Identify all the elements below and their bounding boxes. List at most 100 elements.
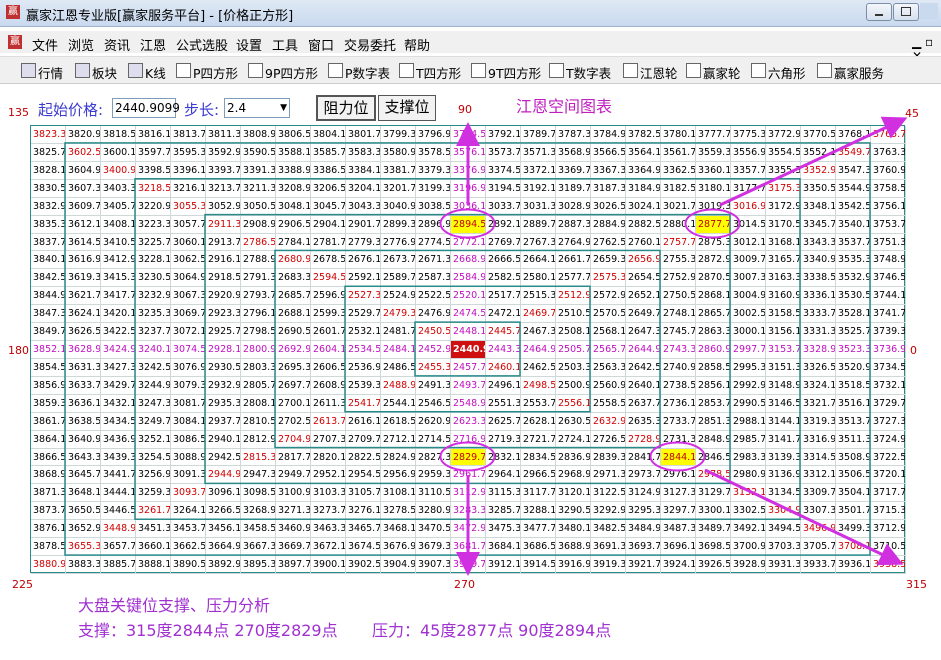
grid-cell: 3151.30 [766,358,801,377]
grid-cell: 2865.70 [696,305,731,324]
grid-cell: 3549.70 [836,143,871,162]
grid-cell: 3936.10 [836,556,871,574]
toolbar-item[interactable]: P四方形 [193,66,239,81]
grid-cell: 2719.30 [486,430,521,449]
step-select[interactable]: 2.4 ▼ [224,98,290,118]
grid-cell: 3571.30 [521,143,556,162]
grid-cell: 3931.30 [766,556,801,574]
grid-cell: 2990.50 [731,394,766,413]
menu-item[interactable]: 帮助 [404,39,431,54]
grid-cell: 2798.50 [241,323,276,342]
grid-cell: 2553.70 [521,394,556,413]
analysis-heading: 大盘关键位支撑、压力分析 [78,596,271,615]
grid-cell: 3220.90 [136,197,171,216]
grid-cell: 3511.30 [836,430,871,449]
grid-cell: 3110.50 [416,484,451,503]
menu-item[interactable]: 资讯 [104,39,131,54]
toolbar-item[interactable]: 赢家服务 [834,66,885,81]
grid-cell: 3141.70 [766,430,801,449]
menu-item[interactable]: 江恩 [140,39,167,54]
grid-cell: 3746.50 [871,269,906,288]
grid-cell: 3787.30 [556,126,591,144]
grid-cell: 3499.30 [836,520,871,539]
grid-cell: 3715.30 [871,502,906,521]
grid-cell: 3374.50 [486,161,521,180]
menu-item[interactable]: 工具 [272,39,299,54]
grid-cell: 2548.90 [451,394,486,413]
menu-item[interactable]: 交易委托 [344,39,397,54]
minimize-button[interactable] [866,3,892,21]
grid-cell: 2872.90 [696,251,731,270]
grid-cell: 3652.90 [66,520,101,539]
grid-cell: 3638.50 [66,412,101,431]
grid-cell: 3297.70 [661,502,696,521]
grid-cell: 2913.70 [206,233,241,252]
grid-cell: 3218.50 [136,179,171,198]
angle-label: 315 [906,578,927,591]
grid-cell: 2462.50 [521,358,556,377]
grid-cell: 3386.50 [311,161,346,180]
grid-cell: 3684.10 [486,538,521,557]
grid-cell: 2815.30 [241,448,276,467]
maximize-button[interactable] [893,3,919,21]
grid-cell: 3393.70 [206,161,241,180]
toolbar-item[interactable]: P数字表 [345,66,391,81]
grid-cell: 3264.10 [171,502,206,521]
grid-cell: 3424.90 [101,341,136,359]
menu-item[interactable]: 公式选股 [176,39,229,54]
grid-cell: 2455.30 [416,358,451,377]
toolbar-item[interactable]: 赢家轮 [703,66,741,81]
grid-cell: 2841.70 [626,448,661,467]
grid-cell: 3357.70 [731,161,766,180]
menu-item[interactable]: 窗口 [308,39,335,54]
grid-cell: 3489.70 [696,520,731,539]
grid-cell: 2988.10 [731,412,766,431]
grid-cell: 3384.10 [346,161,381,180]
toolbar-item[interactable]: 六角形 [768,66,806,81]
grid-cell: 3564.10 [626,143,661,162]
menu-item[interactable]: 设置 [236,39,263,54]
grid-cell: 3336.10 [801,287,836,306]
grid-cell: 2973.70 [626,466,661,485]
grid-cell: 3561.70 [661,143,696,162]
grid-cell: 3249.70 [136,412,171,431]
toolbar-icon [176,63,191,78]
toolbar-item[interactable]: K线 [145,66,166,81]
step-value: 2.4 [227,101,247,115]
grid-cell: 3144.10 [766,412,801,431]
toolbar-item[interactable]: T四方形 [416,66,462,81]
support-button[interactable]: 支撑位 [378,95,436,121]
grid-cell: 2608.90 [311,376,346,395]
toolbar-item[interactable]: T数字表 [566,66,612,81]
grid-cell: 2592.10 [346,269,381,288]
menu-item[interactable]: 文件 [32,39,59,54]
grid-cell: 2551.30 [486,394,521,413]
toolbar-item[interactable]: 江恩轮 [640,66,678,81]
grid-cell: 3040.90 [381,197,416,216]
grid-cell: 3280.90 [416,502,451,521]
toolbar-item[interactable]: 9P四方形 [265,66,318,81]
grid-cell: 3480.10 [556,520,591,539]
grid-cell: 2481.70 [381,323,416,342]
menu-item[interactable]: 浏览 [68,39,95,54]
grid-cell: 2820.10 [311,448,346,467]
grid-cell: 3679.30 [416,538,451,557]
grid-cell: 3453.70 [171,520,206,539]
toolbar-item[interactable]: 板块 [92,66,118,81]
grid-cell: 3535.30 [836,251,871,270]
grid-cell: 3036.10 [451,197,486,216]
angle-label: 225 [12,578,33,591]
grid-cell: 3739.30 [871,323,906,342]
toolbar-item[interactable]: 行情 [38,66,64,81]
toolbar-item[interactable]: 9T四方形 [488,66,542,81]
grid-cell: 3139.30 [766,448,801,467]
grid-cell: 3609.70 [66,197,101,216]
grid-cell: 3840.10 [31,251,66,270]
start-input[interactable]: 2440.9099 [112,98,180,118]
resistance-button[interactable]: 阻力位 [316,95,376,121]
grid-cell: 2858.50 [696,358,731,377]
grid-cell: 3156.10 [766,323,801,342]
grid-cell: 3933.70 [801,556,836,574]
grid-cell: 3506.50 [836,466,871,485]
grid-cell: 3208.90 [276,179,311,198]
